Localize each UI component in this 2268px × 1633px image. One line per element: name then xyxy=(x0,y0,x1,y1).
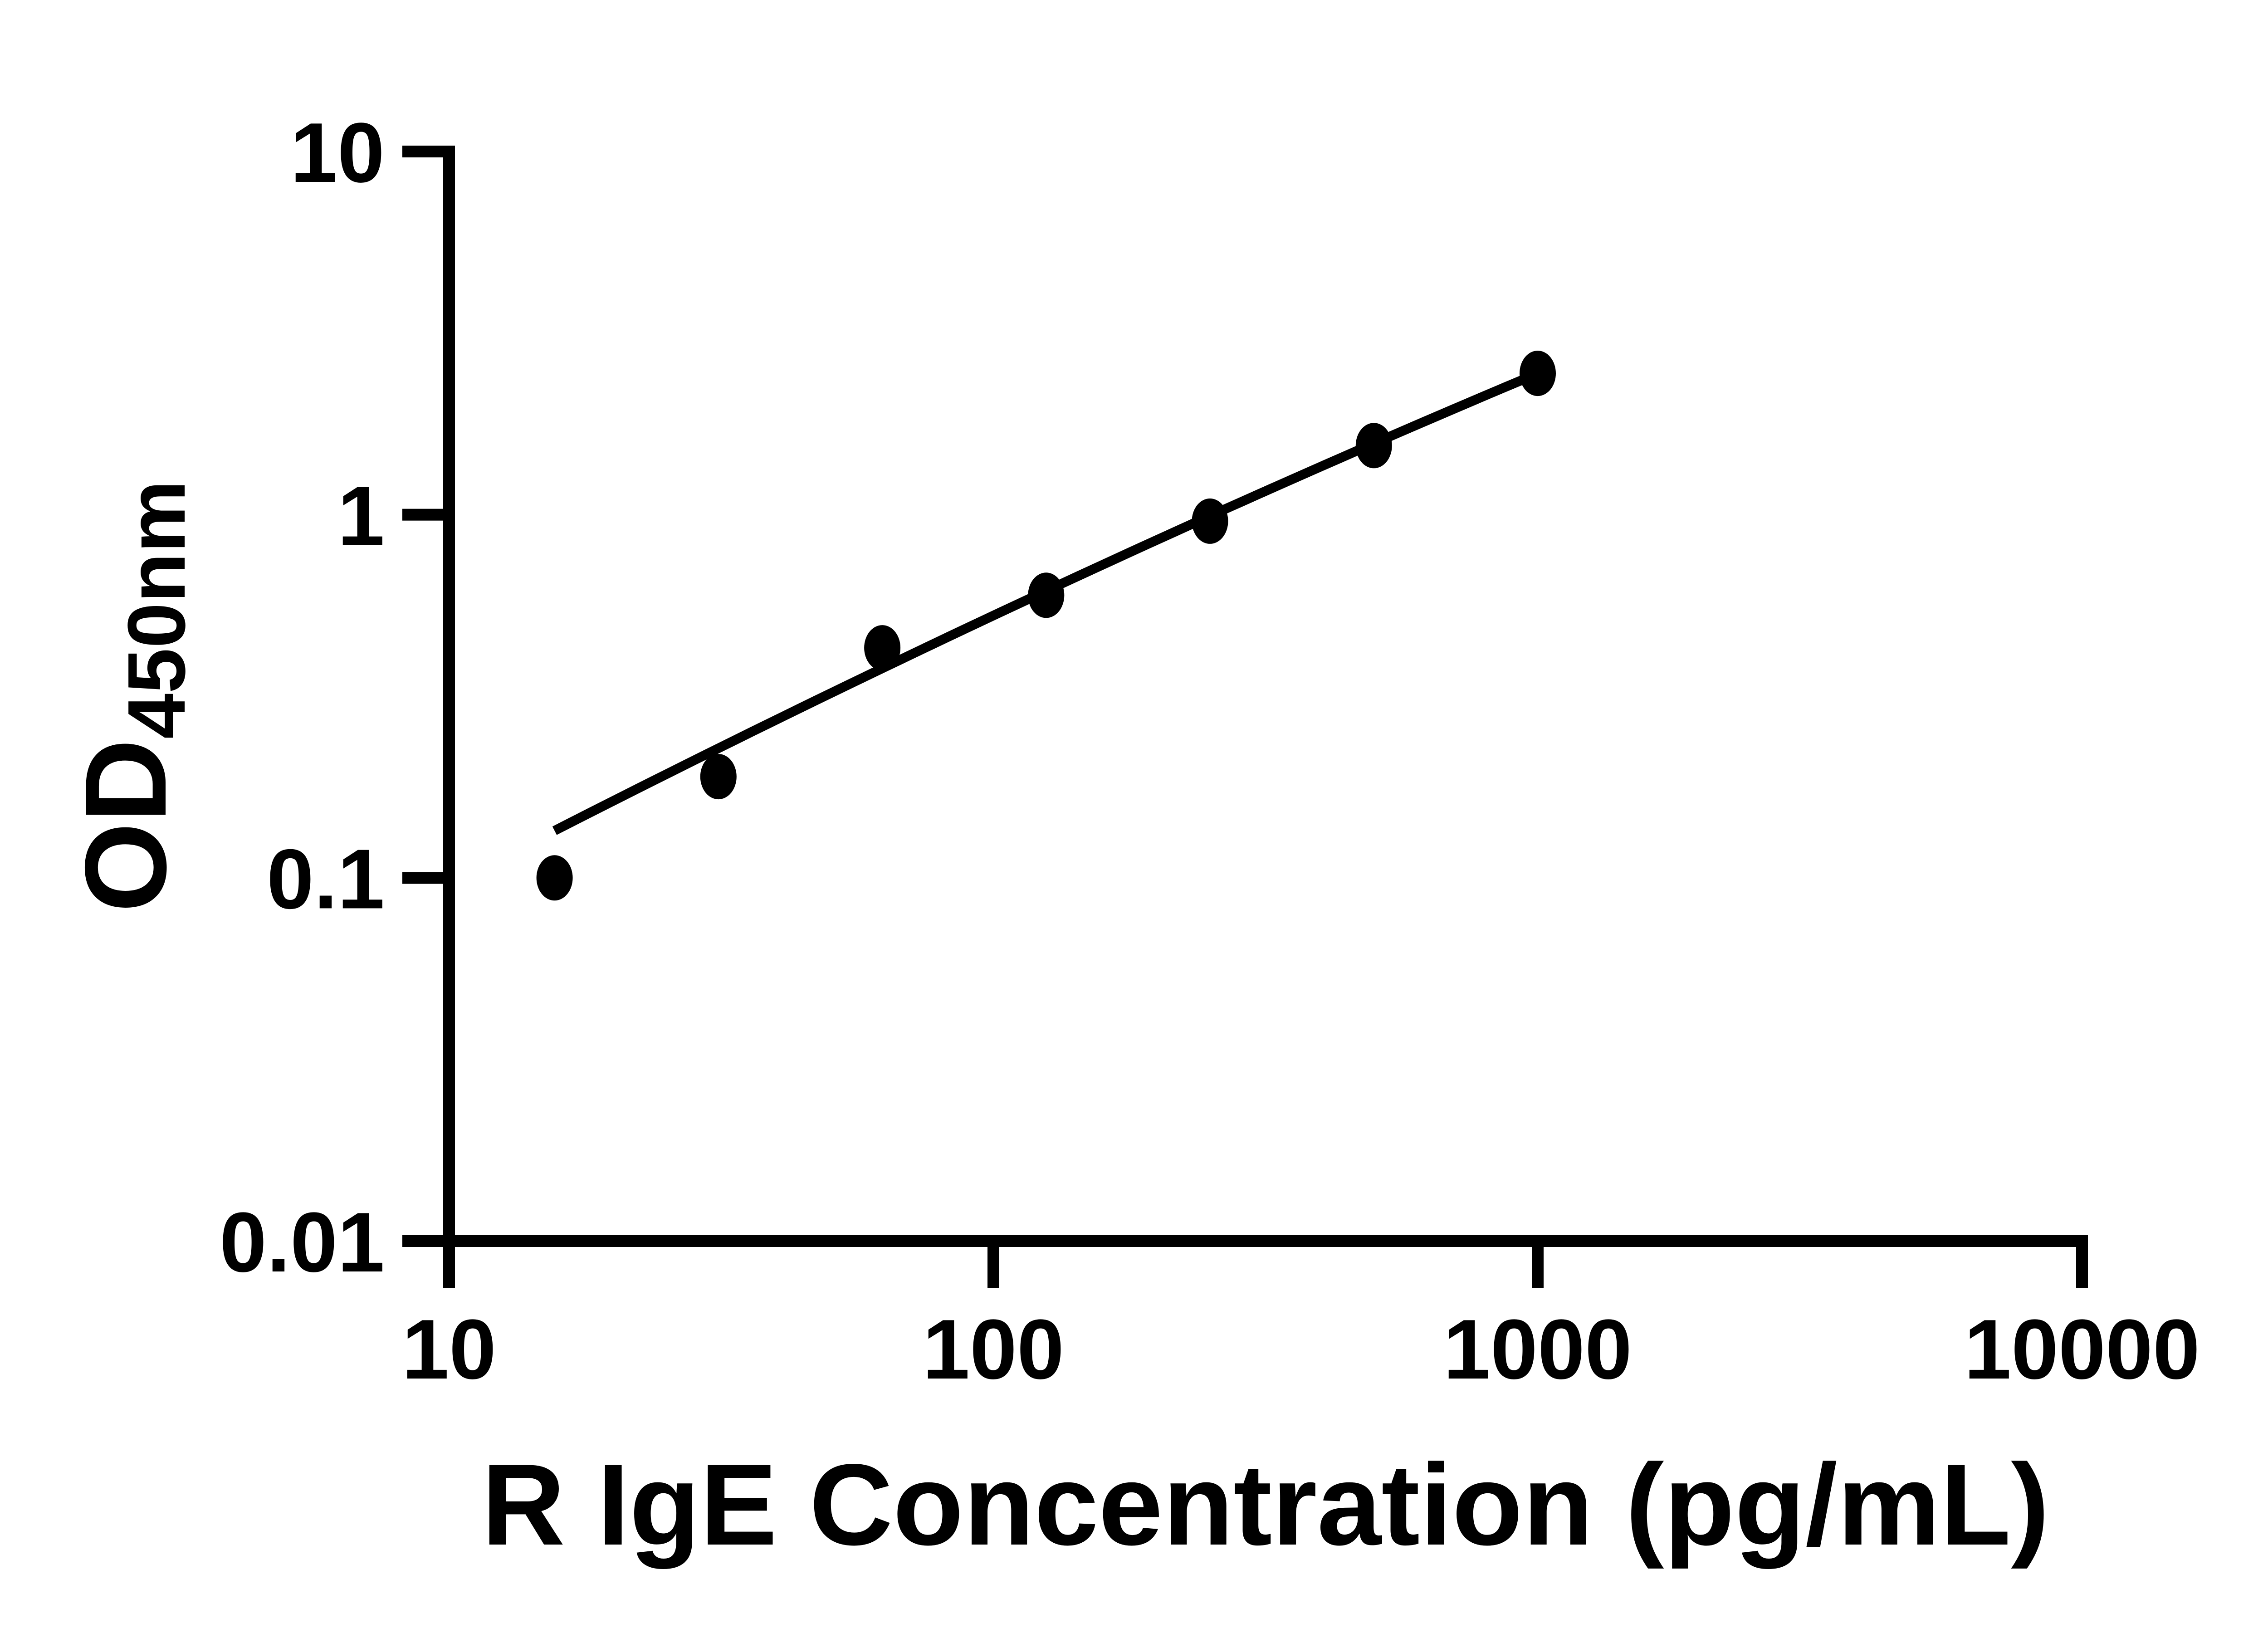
x-tick-10000 xyxy=(2076,1235,2088,1288)
data-point xyxy=(864,625,901,671)
y-axis-title-subscript: 450nm xyxy=(111,480,202,739)
y-tick-1 xyxy=(402,508,455,521)
y-tick-label-0.1: 0.1 xyxy=(267,831,385,926)
x-axis-line xyxy=(443,1235,2088,1247)
y-tick-label-1: 1 xyxy=(337,469,385,563)
data-point xyxy=(1520,351,1556,396)
plot-series xyxy=(536,351,1556,901)
y-tick-0.1 xyxy=(402,872,455,884)
y-axis-title: OD450nm xyxy=(61,480,202,913)
x-tick-100 xyxy=(987,1235,999,1288)
x-tick-1000 xyxy=(1532,1235,1544,1288)
y-axis-title-main: OD xyxy=(61,739,191,913)
x-tick-label-10: 10 xyxy=(402,1302,496,1397)
y-tick-label-0.01: 0.01 xyxy=(220,1195,385,1290)
y-tick-10 xyxy=(402,146,455,157)
axes xyxy=(402,146,2088,1288)
y-tick-label-10: 10 xyxy=(290,105,385,200)
data-point xyxy=(1028,572,1065,618)
data-point xyxy=(1355,423,1392,469)
x-tick-label-100: 100 xyxy=(923,1302,1064,1397)
data-point xyxy=(1192,498,1228,544)
x-axis-title: R IgE Concentration (pg/mL) xyxy=(482,1440,2049,1569)
x-tick-10 xyxy=(443,1235,455,1288)
data-point xyxy=(536,855,573,901)
x-tick-label-1000: 1000 xyxy=(1443,1302,1632,1397)
data-point xyxy=(700,754,737,800)
y-axis-line xyxy=(443,146,455,1247)
x-tick-label-10000: 10000 xyxy=(1964,1302,2200,1397)
